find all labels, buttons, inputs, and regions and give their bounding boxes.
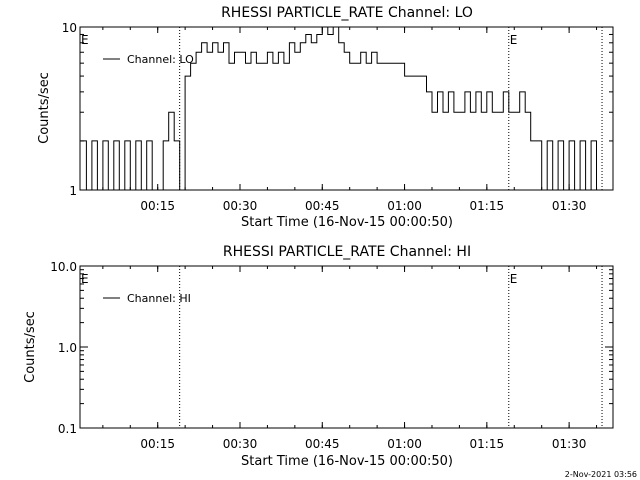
chart-hi-legend-label: Channel: HI — [127, 292, 191, 305]
chart-lo: RHESSI PARTICLE_RATE Channel: LO 00:15 00… — [37, 5, 614, 230]
x-tick-label: 01:00 — [387, 199, 422, 213]
x-tick-label: 00:30 — [223, 437, 258, 451]
y-tick-label: 1 — [69, 184, 77, 198]
x-tick-label: 00:15 — [140, 199, 175, 213]
footer-date: 2-Nov-2021 03:56 — [565, 470, 637, 479]
event-marker: E — [81, 272, 89, 286]
x-tick-label: 01:15 — [470, 437, 505, 451]
x-tick-label: 01:30 — [552, 199, 587, 213]
y-tick-label: 10 — [62, 21, 77, 35]
chart-hi-title: RHESSI PARTICLE_RATE Channel: HI — [223, 244, 471, 260]
x-tick-label: 00:45 — [305, 199, 340, 213]
chart-lo-ylabel: Counts/sec — [37, 72, 52, 144]
y-tick-label: 1.0 — [58, 341, 77, 355]
chart-lo-vlines — [179, 27, 603, 190]
chart-lo-legend-label: Channel: LO — [127, 53, 194, 66]
series-line-0 — [80, 26, 602, 191]
chart-hi: RHESSI PARTICLE_RATE Channel: HI 00:15 00… — [23, 244, 614, 469]
chart-hi-ticks: 00:15 00:30 00:45 01:00 01:15 01:30 0.1 1.0 10.0 — [50, 260, 613, 451]
chart-lo-xlabel: Start Time (16-Nov-15 00:00:50) — [241, 215, 453, 230]
x-tick-label: 00:45 — [305, 437, 340, 451]
chart-lo-legend: Channel: LO — [103, 53, 194, 66]
event-marker: E — [510, 272, 518, 286]
x-tick-label: 00:15 — [140, 437, 175, 451]
chart-hi-plot-frame — [79, 265, 614, 429]
chart-lo-plot-frame — [79, 26, 614, 191]
x-tick-label: 01:15 — [470, 199, 505, 213]
chart-lo-series — [80, 26, 602, 191]
chart-hi-ylabel: Counts/sec — [23, 311, 38, 383]
y-tick-label: 10.0 — [50, 260, 77, 274]
y-tick-label: 0.1 — [58, 422, 77, 436]
chart-hi-xlabel: Start Time (16-Nov-15 00:00:50) — [241, 454, 453, 469]
x-tick-label: 01:00 — [387, 437, 422, 451]
chart-lo-title: RHESSI PARTICLE_RATE Channel: LO — [221, 5, 473, 21]
event-marker: E — [510, 33, 518, 47]
x-tick-label: 00:30 — [223, 199, 258, 213]
x-tick-label: 01:30 — [552, 437, 587, 451]
chart-hi-vlines — [179, 266, 603, 428]
chart-hi-legend: Channel: HI — [103, 292, 191, 305]
event-marker: E — [81, 33, 89, 47]
